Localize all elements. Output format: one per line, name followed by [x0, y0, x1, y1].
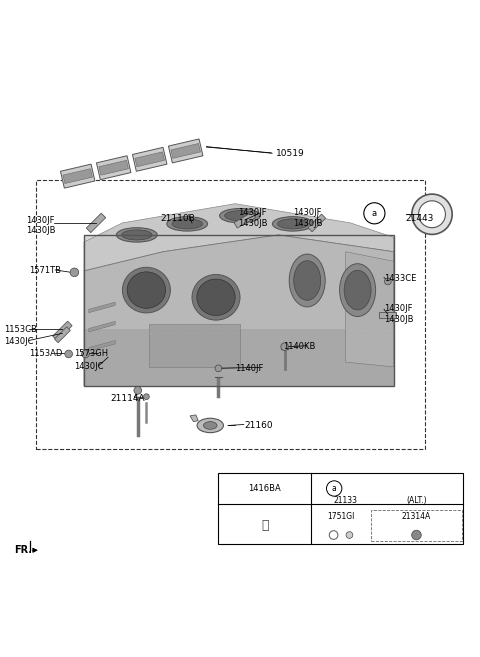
Text: 21114A: 21114A	[110, 394, 145, 403]
Text: FR.: FR.	[14, 545, 32, 555]
Bar	[84, 235, 394, 386]
Polygon shape	[132, 147, 167, 171]
Ellipse shape	[340, 263, 376, 317]
Ellipse shape	[225, 211, 255, 221]
Polygon shape	[190, 415, 198, 422]
Text: 1153CB: 1153CB	[4, 325, 36, 334]
Text: (ALT.): (ALT.)	[406, 497, 427, 505]
Text: 1430JF
1430JB: 1430JF 1430JB	[238, 208, 267, 228]
Text: ᵾ: ᵾ	[261, 519, 269, 532]
Ellipse shape	[127, 272, 166, 308]
Ellipse shape	[167, 217, 208, 231]
Polygon shape	[89, 302, 115, 313]
Polygon shape	[84, 204, 394, 271]
Polygon shape	[168, 139, 203, 163]
Text: 1430JF
1430JB: 1430JF 1430JB	[293, 208, 322, 228]
Circle shape	[281, 343, 288, 351]
Text: 1430JC: 1430JC	[4, 337, 33, 346]
Ellipse shape	[172, 219, 203, 229]
Polygon shape	[53, 321, 72, 340]
Text: 21314A: 21314A	[402, 512, 431, 521]
Ellipse shape	[273, 217, 313, 231]
Polygon shape	[86, 213, 106, 233]
Circle shape	[144, 394, 149, 399]
Circle shape	[134, 386, 142, 394]
Text: 1433CE: 1433CE	[384, 273, 416, 283]
Ellipse shape	[219, 208, 260, 223]
Polygon shape	[54, 327, 71, 343]
Text: 21160: 21160	[245, 421, 274, 430]
Ellipse shape	[121, 230, 152, 240]
Ellipse shape	[294, 261, 321, 300]
Text: 1430JC: 1430JC	[74, 363, 104, 371]
Circle shape	[346, 532, 353, 538]
Text: 1153AD: 1153AD	[29, 350, 62, 359]
Polygon shape	[171, 143, 201, 158]
Ellipse shape	[192, 275, 240, 320]
Ellipse shape	[116, 228, 157, 242]
Circle shape	[412, 194, 452, 235]
Text: 1573GH: 1573GH	[74, 350, 108, 359]
Ellipse shape	[204, 422, 217, 429]
Polygon shape	[308, 214, 325, 232]
Circle shape	[82, 350, 89, 358]
Bar	[218, 472, 463, 543]
Polygon shape	[89, 321, 115, 332]
Ellipse shape	[197, 279, 235, 315]
Polygon shape	[135, 152, 165, 167]
Ellipse shape	[344, 270, 371, 310]
Text: 1416BA: 1416BA	[249, 484, 281, 493]
Polygon shape	[89, 340, 115, 351]
Text: a: a	[332, 484, 336, 493]
Polygon shape	[379, 313, 396, 317]
Text: 21133: 21133	[334, 497, 358, 505]
Text: 10519: 10519	[276, 148, 305, 158]
Circle shape	[326, 481, 342, 496]
Polygon shape	[234, 212, 255, 228]
Circle shape	[70, 268, 79, 277]
Text: 21443: 21443	[406, 214, 434, 223]
Polygon shape	[63, 169, 93, 183]
Ellipse shape	[122, 267, 170, 313]
Polygon shape	[96, 156, 131, 180]
Text: 1571TB: 1571TB	[29, 266, 61, 275]
Circle shape	[364, 203, 385, 224]
Circle shape	[65, 350, 72, 358]
Circle shape	[215, 365, 222, 372]
Text: 21110B: 21110B	[161, 214, 195, 223]
Polygon shape	[99, 160, 129, 175]
Polygon shape	[60, 164, 95, 188]
Polygon shape	[84, 235, 394, 386]
Text: 1430JF
1430JB: 1430JF 1430JB	[26, 215, 56, 235]
Bar	[84, 328, 394, 386]
Text: 1430JF
1430JB: 1430JF 1430JB	[384, 304, 413, 324]
Bar	[149, 324, 240, 367]
Bar	[36, 180, 425, 449]
Polygon shape	[346, 252, 394, 367]
Text: 1140KB: 1140KB	[283, 342, 315, 351]
Text: 1140JF: 1140JF	[235, 364, 264, 373]
Circle shape	[384, 278, 391, 285]
Circle shape	[419, 201, 445, 228]
Text: 1751GI: 1751GI	[327, 512, 355, 521]
Ellipse shape	[277, 219, 308, 229]
Circle shape	[412, 530, 421, 540]
Bar	[84, 235, 394, 386]
Ellipse shape	[289, 254, 325, 307]
Text: a: a	[372, 209, 377, 218]
Ellipse shape	[197, 419, 224, 433]
